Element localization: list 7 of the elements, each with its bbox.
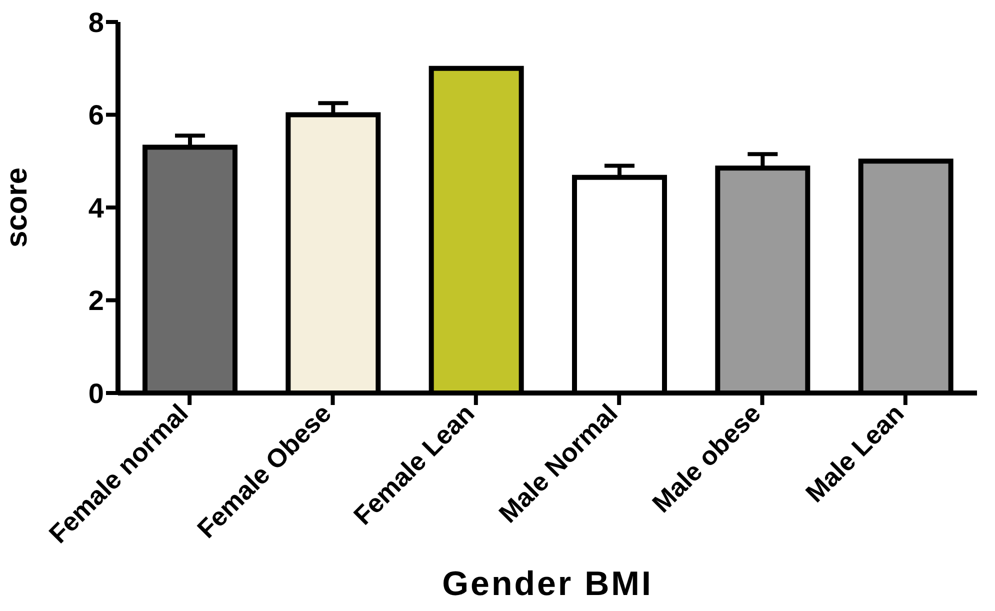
x-axis-title: Gender BMI (442, 565, 653, 603)
y-tick-label: 2 (88, 285, 104, 316)
y-tick-label: 6 (88, 100, 104, 131)
y-tick-label: 8 (88, 6, 104, 38)
y-tick-label: 0 (88, 378, 104, 409)
y-tick-label: 4 (88, 192, 104, 224)
y-axis-title: score (0, 167, 34, 248)
